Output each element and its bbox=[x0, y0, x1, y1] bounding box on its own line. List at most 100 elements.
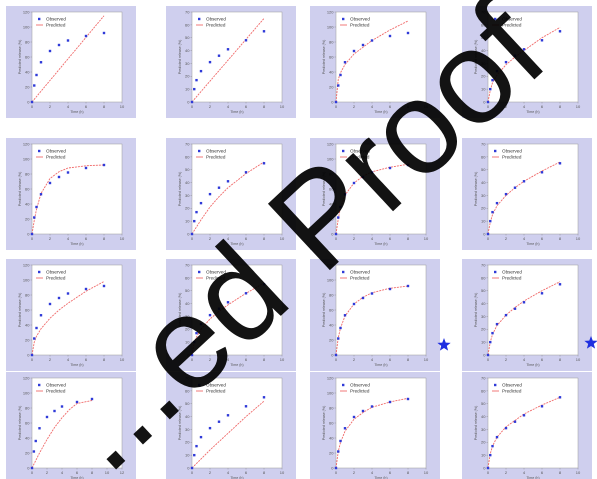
observed-point bbox=[32, 450, 36, 453]
x-axis-label: Time (h) bbox=[70, 242, 83, 246]
y-tick-label: 80 bbox=[25, 405, 30, 410]
observed-point bbox=[30, 100, 34, 104]
y-tick-label: 70 bbox=[185, 262, 190, 267]
x-tick-label: 4 bbox=[523, 236, 526, 241]
observed-point bbox=[244, 292, 248, 295]
predicted-series-line bbox=[191, 400, 265, 469]
observed-point bbox=[558, 162, 562, 165]
observed-point bbox=[388, 166, 392, 170]
x-tick-label: 0 bbox=[487, 357, 490, 362]
x-tick-label: 10 bbox=[576, 357, 581, 362]
observed-point bbox=[226, 414, 230, 417]
observed-point bbox=[57, 296, 61, 300]
x-tick-label: 0 bbox=[31, 104, 34, 109]
y-tick-label: 0 bbox=[331, 231, 334, 236]
observed-point bbox=[208, 60, 212, 64]
x-tick-label: 0 bbox=[335, 470, 338, 475]
observed-point bbox=[558, 396, 562, 399]
y-tick-label: 40 bbox=[481, 414, 486, 419]
y-tick-label: 30 bbox=[481, 427, 486, 432]
model-panel: 0 2 4 6 8 10 0 10 20 30 40 50 60 70 Time (h) Predicted … bbox=[462, 372, 592, 479]
x-tick-label: 6 bbox=[541, 104, 544, 109]
observed-point bbox=[504, 313, 508, 317]
y-tick-label: 30 bbox=[481, 314, 486, 319]
observed-point bbox=[66, 292, 70, 295]
y-tick-label: 20 bbox=[25, 337, 30, 342]
model-panel: 0 2 4 6 8 10 0 10 20 30 40 50 60 70 Time (h) Predicted … bbox=[166, 259, 296, 371]
plot-area bbox=[487, 11, 579, 103]
x-tick-label: 8 bbox=[407, 470, 410, 475]
observed-point bbox=[35, 205, 38, 209]
x-tick-label: 2 bbox=[49, 104, 52, 109]
x-tick-label: 6 bbox=[245, 236, 248, 241]
y-tick-label: 120 bbox=[23, 262, 30, 267]
predicted-series-line bbox=[31, 281, 105, 356]
y-tick-label: 40 bbox=[25, 201, 30, 206]
observed-point bbox=[540, 171, 544, 174]
plot-area bbox=[487, 143, 579, 235]
observed-point bbox=[244, 405, 248, 408]
observed-point bbox=[361, 175, 365, 179]
legend-predicted-label: Predicted bbox=[46, 276, 66, 281]
y-tick-label: 80 bbox=[329, 171, 334, 176]
y-tick-label: 100 bbox=[327, 156, 334, 161]
observed-point bbox=[35, 73, 38, 77]
y-tick-label: 0 bbox=[27, 99, 30, 104]
y-tick-label: 120 bbox=[327, 141, 334, 146]
x-tick-label: 4 bbox=[371, 104, 374, 109]
x-axis-label: Time (h) bbox=[230, 110, 243, 114]
observed-point bbox=[190, 232, 194, 236]
observed-point bbox=[361, 296, 365, 300]
legend-predicted-label: Predicted bbox=[350, 389, 370, 394]
legend-observed-label: Observed bbox=[206, 270, 226, 275]
observed-point bbox=[504, 60, 508, 64]
observed-point bbox=[199, 435, 203, 439]
observed-point bbox=[57, 43, 61, 47]
y-tick-label: 70 bbox=[481, 262, 486, 267]
x-tick-label: 2 bbox=[505, 236, 508, 241]
x-axis-label: Time (h) bbox=[526, 476, 539, 479]
observed-point bbox=[195, 331, 198, 335]
x-tick-label: 0 bbox=[31, 357, 34, 362]
y-tick-label: 40 bbox=[185, 301, 190, 306]
legend-predicted-label: Predicted bbox=[206, 276, 226, 281]
x-tick-label: 10 bbox=[120, 236, 125, 241]
x-tick-label: 8 bbox=[103, 357, 106, 362]
y-tick-label: 40 bbox=[25, 435, 30, 440]
x-axis-label: Time (h) bbox=[526, 110, 539, 114]
observed-point bbox=[388, 400, 392, 404]
legend-observed-label: Observed bbox=[206, 383, 226, 388]
y-tick-label: 40 bbox=[25, 322, 30, 327]
x-tick-label: 4 bbox=[371, 470, 374, 475]
observed-point bbox=[361, 43, 365, 47]
x-axis-label: Time (h) bbox=[230, 242, 243, 246]
x-tick-label: 0 bbox=[335, 236, 338, 241]
observed-point bbox=[262, 30, 266, 33]
legend-observed-label: Observed bbox=[46, 149, 66, 154]
observed-point bbox=[66, 171, 70, 174]
x-tick-label: 2 bbox=[505, 357, 508, 362]
x-tick-label: 8 bbox=[103, 236, 106, 241]
y-tick-label: 20 bbox=[185, 74, 190, 79]
observed-point bbox=[513, 420, 517, 423]
y-tick-label: 40 bbox=[25, 69, 30, 74]
y-tick-label: 60 bbox=[481, 388, 486, 393]
x-tick-label: 10 bbox=[576, 470, 581, 475]
y-tick-label: 80 bbox=[25, 171, 30, 176]
x-tick-label: 10 bbox=[424, 470, 429, 475]
observed-point bbox=[337, 450, 340, 453]
y-tick-label: 10 bbox=[185, 219, 190, 224]
x-tick-label: 4 bbox=[227, 104, 230, 109]
plot-area bbox=[487, 377, 579, 469]
x-tick-label: 2 bbox=[209, 104, 212, 109]
y-tick-label: 30 bbox=[481, 61, 486, 66]
observed-point bbox=[33, 337, 36, 340]
legend-observed-marker bbox=[494, 149, 497, 153]
x-tick-label: 10 bbox=[424, 236, 429, 241]
x-tick-label: 6 bbox=[389, 104, 392, 109]
y-tick-label: 40 bbox=[329, 201, 334, 206]
observed-point bbox=[486, 100, 490, 104]
